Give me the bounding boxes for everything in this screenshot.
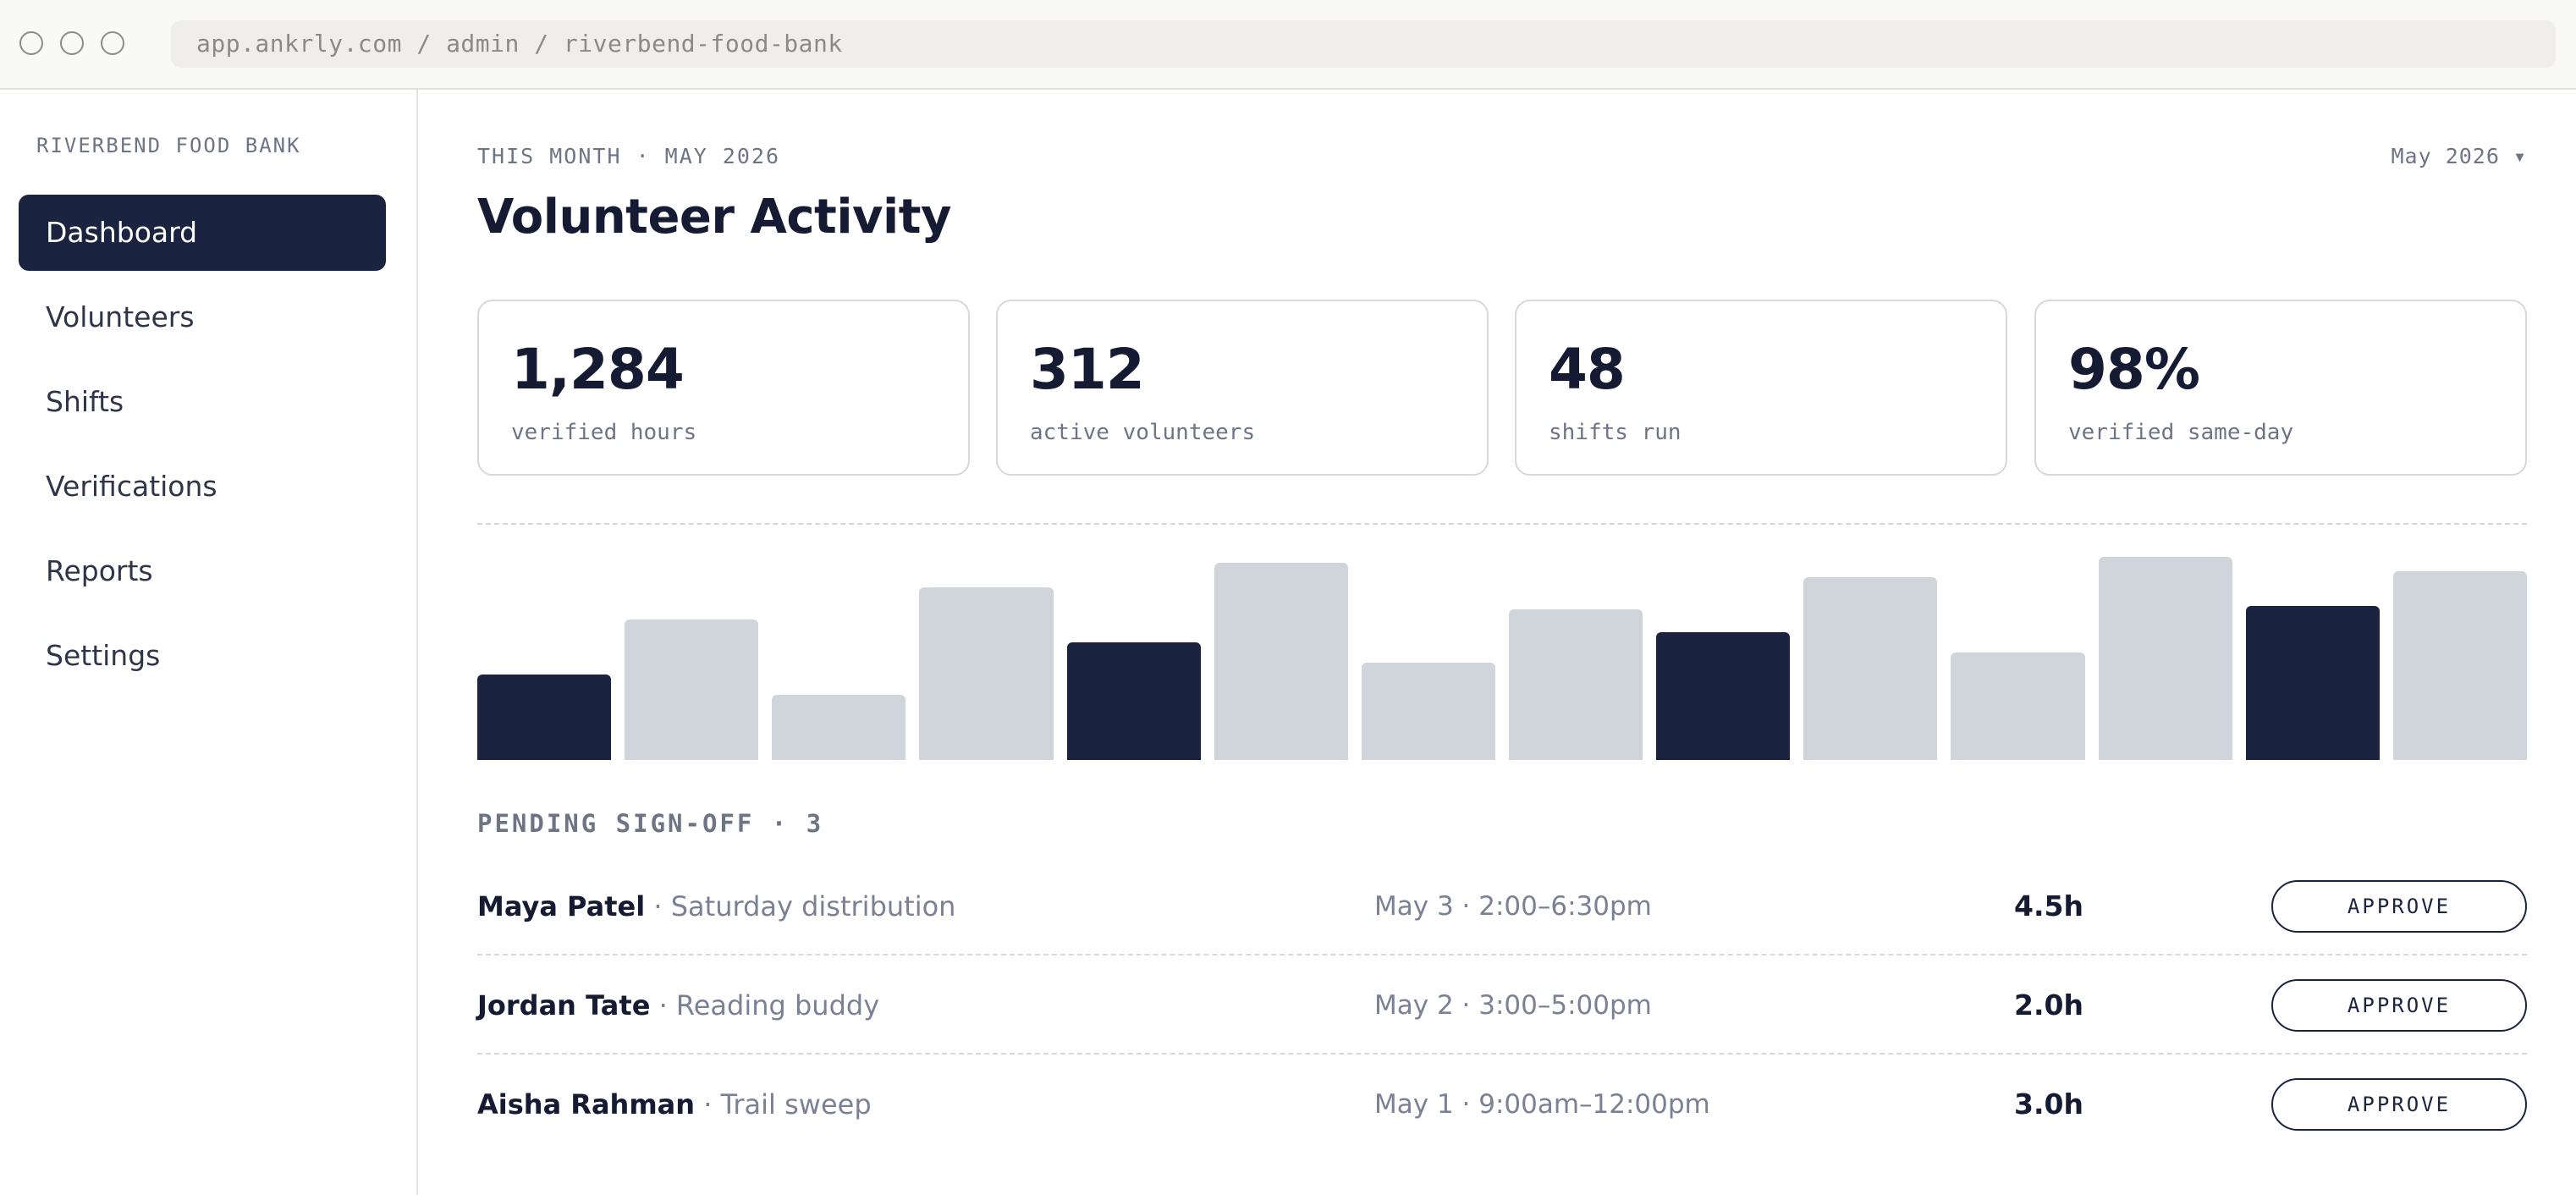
sidebar-item-verifications[interactable]: Verifications bbox=[46, 470, 217, 503]
pending-row: Jordan Tate · Reading buddy May 2 · 3:00… bbox=[477, 955, 2527, 1055]
approve-button[interactable]: APPROVE bbox=[2271, 979, 2527, 1032]
volunteer-name: Jordan Tate bbox=[477, 989, 651, 1022]
org-name: RIVERBEND FOOD BANK bbox=[36, 134, 301, 157]
chart-bar bbox=[772, 695, 906, 760]
chart-bar bbox=[2098, 557, 2232, 760]
volunteer-cell: Aisha Rahman · Trail sweep bbox=[477, 1055, 872, 1154]
chart-bar bbox=[2245, 606, 2380, 760]
window-maximize-icon[interactable] bbox=[101, 31, 124, 55]
pending-row: Aisha Rahman · Trail sweep May 1 · 9:00a… bbox=[477, 1055, 2527, 1154]
volunteer-task: Trail sweep bbox=[720, 1088, 872, 1121]
window-minimize-icon[interactable] bbox=[60, 31, 84, 55]
shift-hours: 3.0h bbox=[2014, 1088, 2083, 1121]
shift-hours: 2.0h bbox=[2014, 988, 2083, 1022]
stat-card-shifts: 48 shifts run bbox=[1515, 300, 2007, 476]
volunteer-cell: Jordan Tate · Reading buddy bbox=[477, 955, 879, 1055]
chart-bar bbox=[1214, 563, 1348, 760]
stat-label: verified same-day bbox=[2068, 420, 2294, 445]
chart-bar bbox=[1951, 653, 2085, 760]
chart-bar bbox=[625, 620, 759, 760]
main-content: THIS MONTH · MAY 2026 May 2026 ▾ Volunte… bbox=[477, 90, 2527, 1195]
separator-dot: · bbox=[650, 989, 676, 1022]
volunteer-task: Reading buddy bbox=[675, 989, 880, 1022]
stat-card-hours: 1,284 verified hours bbox=[477, 300, 970, 476]
approve-button[interactable]: APPROVE bbox=[2271, 880, 2527, 933]
stat-value: 1,284 bbox=[511, 337, 685, 402]
separator-dot: · bbox=[695, 1088, 721, 1121]
stat-label: active volunteers bbox=[1030, 420, 1256, 445]
sidebar-item-dashboard[interactable]: Dashboard bbox=[19, 195, 386, 271]
shift-time: May 1 · 9:00am–12:00pm bbox=[1374, 1089, 1710, 1120]
period-eyebrow: THIS MONTH · MAY 2026 bbox=[477, 144, 781, 168]
stat-card-volunteers: 312 active volunteers bbox=[996, 300, 1489, 476]
chart-top-divider bbox=[477, 523, 2527, 525]
chart-bar bbox=[919, 587, 1054, 760]
sidebar-item-settings[interactable]: Settings bbox=[46, 639, 161, 672]
chart-bar bbox=[1509, 609, 1643, 760]
volunteer-name: Maya Patel bbox=[477, 890, 646, 922]
stat-card-same-day: 98% verified same-day bbox=[2034, 300, 2527, 476]
sidebar-nav: Dashboard Volunteers Shifts Verification… bbox=[19, 195, 386, 702]
stats-row: 1,284 verified hours 312 active voluntee… bbox=[477, 300, 2527, 476]
volunteer-name: Aisha Rahman bbox=[477, 1088, 696, 1121]
sidebar-item-reports[interactable]: Reports bbox=[46, 554, 153, 587]
stat-value: 48 bbox=[1549, 337, 1626, 402]
sidebar: RIVERBEND FOOD BANK Dashboard Volunteers… bbox=[0, 90, 418, 1195]
shift-time: May 3 · 2:00–6:30pm bbox=[1374, 891, 1652, 922]
chart-bar bbox=[2392, 571, 2527, 760]
url-text: app.ankrly.com / admin / riverbend-food-… bbox=[196, 30, 843, 58]
month-picker[interactable]: May 2026 ▾ bbox=[2391, 144, 2527, 168]
pending-row: Maya Patel · Saturday distribution May 3… bbox=[477, 856, 2527, 955]
shift-hours: 4.5h bbox=[2014, 889, 2083, 922]
activity-bar-chart bbox=[477, 530, 2527, 760]
stat-label: shifts run bbox=[1549, 420, 1682, 445]
chart-bar bbox=[1803, 577, 1938, 760]
pending-heading: PENDING SIGN-OFF · 3 bbox=[477, 809, 824, 838]
volunteer-cell: Maya Patel · Saturday distribution bbox=[477, 856, 955, 956]
separator-dot: · bbox=[645, 890, 671, 922]
pending-list: Maya Patel · Saturday distribution May 3… bbox=[477, 856, 2527, 1154]
window-close-icon[interactable] bbox=[19, 31, 43, 55]
page-title: Volunteer Activity bbox=[477, 190, 952, 245]
stat-value: 98% bbox=[2068, 337, 2200, 402]
volunteer-task: Saturday distribution bbox=[670, 890, 956, 922]
chart-bar bbox=[1066, 642, 1201, 760]
chart-bar bbox=[1656, 632, 1791, 760]
sidebar-item-volunteers[interactable]: Volunteers bbox=[46, 300, 195, 333]
sidebar-item-shifts[interactable]: Shifts bbox=[46, 385, 124, 418]
shift-time: May 2 · 3:00–5:00pm bbox=[1374, 990, 1652, 1021]
chart-bar bbox=[477, 675, 612, 760]
address-bar[interactable]: app.ankrly.com / admin / riverbend-food-… bbox=[171, 20, 2556, 68]
browser-toolbar: app.ankrly.com / admin / riverbend-food-… bbox=[0, 0, 2576, 90]
stat-label: verified hours bbox=[511, 420, 697, 445]
approve-button[interactable]: APPROVE bbox=[2271, 1078, 2527, 1131]
stat-value: 312 bbox=[1030, 337, 1145, 402]
chart-bar bbox=[1361, 663, 1495, 760]
